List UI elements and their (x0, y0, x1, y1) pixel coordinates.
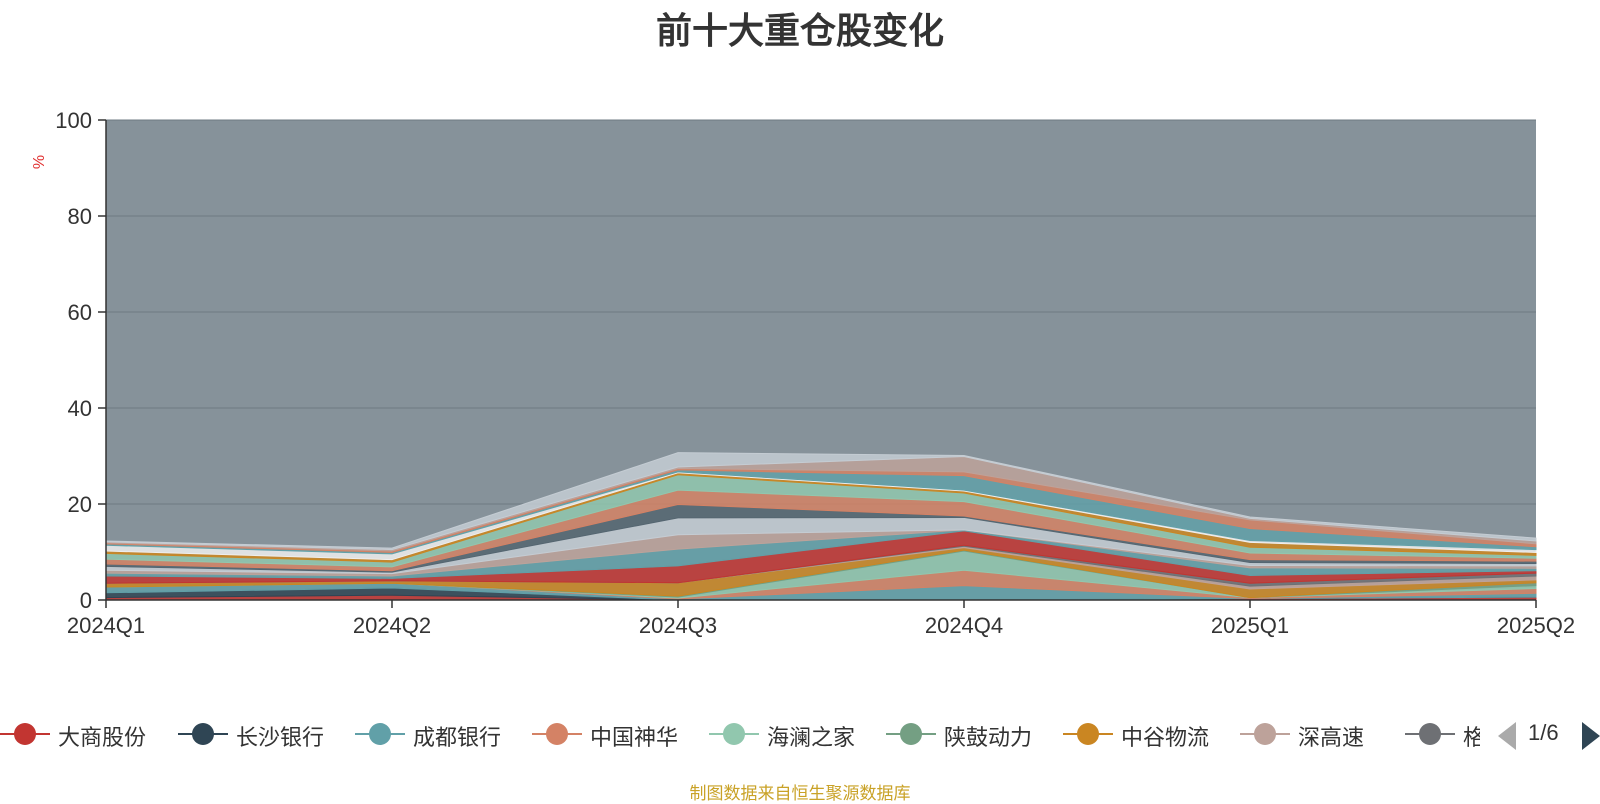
legend-items: 大商股份 长沙银行 成都银行 中国神华 海澜之家 陕鼓动力 中谷物流 深高速 格力电器 (0, 714, 1480, 754)
legend-label: 深高速 (1298, 725, 1365, 750)
legend-item[interactable]: 深高速 (1240, 714, 1420, 754)
legend-item[interactable]: 中国神华 (532, 714, 712, 754)
legend-label: 陕鼓动力 (944, 725, 1033, 750)
data-source-note: 制图数据来自恒生聚源数据库 (689, 784, 911, 803)
stacked-area-chart: 0 20 40 60 80 100 2024Q1 2024Q2 2024Q3 2024Q4 2025… (31, 108, 1575, 638)
legend: 大商股份 长沙银行 成都银行 中国神华 海澜之家 陕鼓动力 中谷物流 深高速 格力电器 (0, 714, 1600, 754)
legend-circle-marker (1077, 723, 1099, 745)
legend-circle-marker (14, 723, 36, 745)
series-area-21 (105, 452, 1537, 551)
legend-circle-marker (192, 723, 214, 745)
legend-item[interactable]: 大商股份 (0, 714, 180, 754)
legend-pager: 1/6 (1498, 714, 1600, 754)
y-tick-label-3: 60 (68, 300, 92, 325)
x-tick-label-0: 2024Q1 (67, 613, 145, 638)
x-tick-label-3: 2024Q4 (925, 613, 1003, 638)
y-tick-label-2: 40 (68, 396, 92, 421)
legend-label: 长沙银行 (236, 725, 325, 750)
legend-label: 成都银行 (413, 725, 502, 750)
legend-label: 格力电器 (1463, 725, 1480, 750)
legend-prev-page-button[interactable] (1498, 722, 1516, 750)
y-tick-label-0: 0 (80, 588, 92, 613)
y-tick-label-4: 80 (68, 204, 92, 229)
legend-item[interactable]: 格力电器 (1405, 714, 1480, 754)
legend-label: 中国神华 (590, 725, 679, 750)
legend-circle-marker (369, 723, 391, 745)
x-tick-label-1: 2024Q2 (353, 613, 431, 638)
legend-circle-marker (546, 723, 568, 745)
legend-circle-marker (723, 723, 745, 745)
legend-circle-marker (900, 723, 922, 745)
x-tick-label-2: 2024Q3 (639, 613, 717, 638)
chart-title: 前十大重仓股变化 (655, 10, 944, 51)
legend-item[interactable]: 海澜之家 (709, 714, 889, 754)
legend-circle-marker (1419, 723, 1441, 745)
legend-item[interactable]: 成都银行 (355, 714, 535, 754)
legend-item[interactable]: 陕鼓动力 (886, 714, 1066, 754)
x-tick-label-5: 2025Q2 (1497, 613, 1575, 638)
y-axis-label: % (31, 155, 48, 169)
legend-circle-marker (1254, 723, 1276, 745)
legend-item[interactable]: 中谷物流 (1063, 714, 1243, 754)
legend-label: 中谷物流 (1121, 725, 1210, 750)
legend-item[interactable]: 长沙银行 (178, 714, 358, 754)
y-tick-label-5: 100 (55, 108, 92, 133)
x-tick-label-4: 2025Q1 (1211, 613, 1289, 638)
legend-page-indicator: 1/6 (1528, 720, 1559, 745)
legend-label: 大商股份 (58, 725, 147, 750)
legend-next-page-button[interactable] (1582, 722, 1600, 750)
y-tick-label-1: 20 (68, 492, 92, 517)
legend-label: 海澜之家 (767, 725, 856, 750)
